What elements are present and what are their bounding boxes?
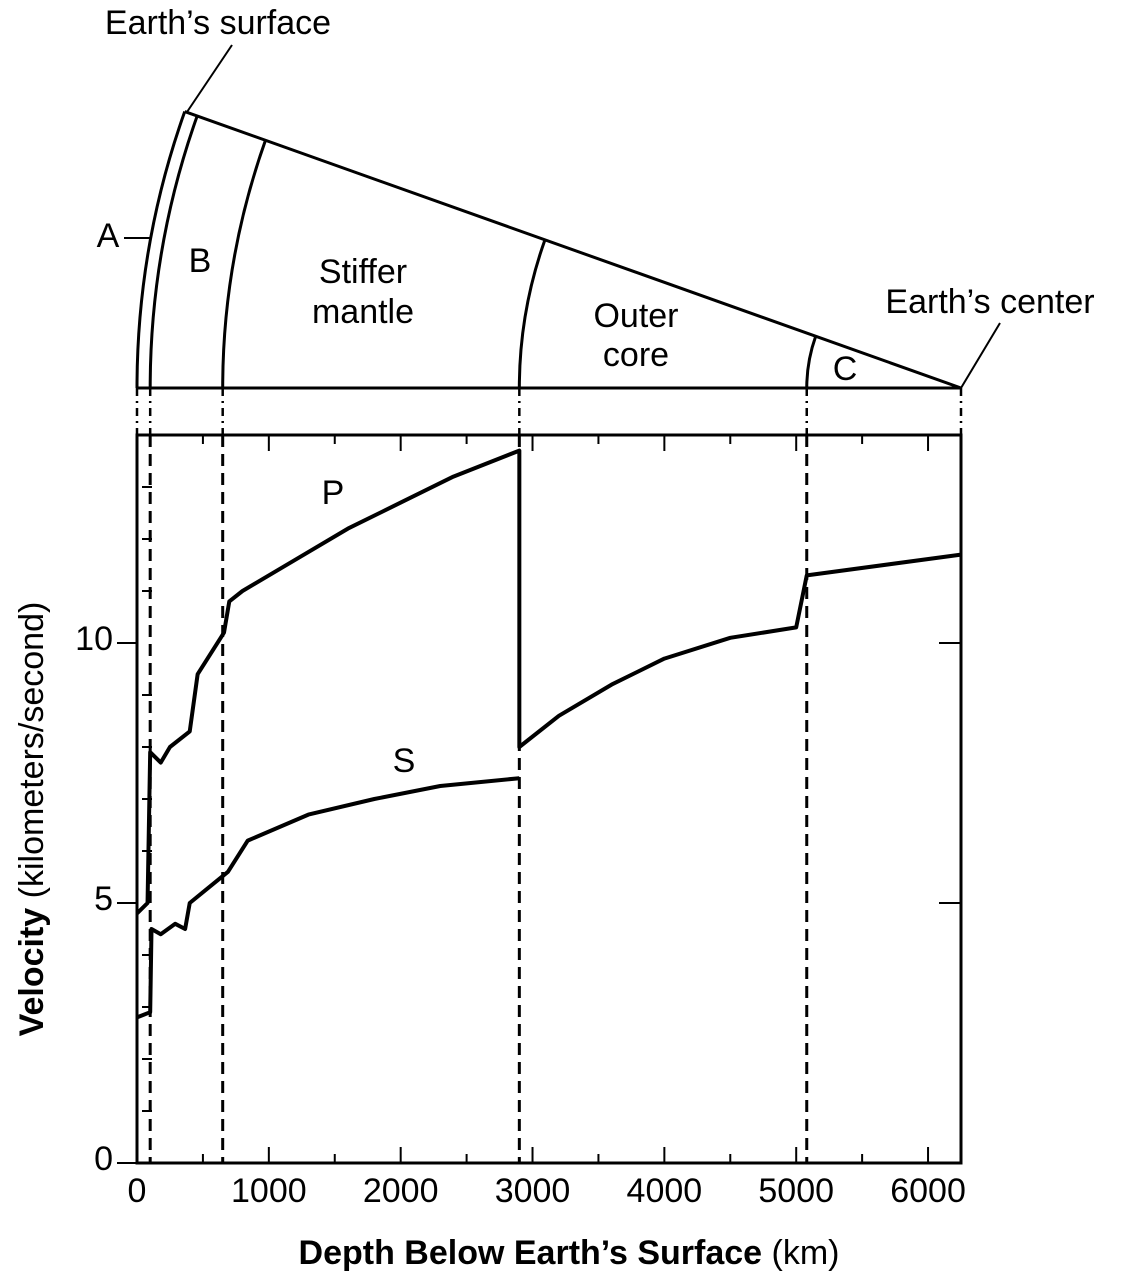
x-tick-label: 3000: [495, 1172, 571, 1210]
layer-label: A: [97, 217, 120, 255]
velocity-line: [137, 451, 961, 914]
y-tick-label: 10: [75, 620, 113, 658]
series-label: S: [393, 742, 416, 780]
wedge-edge: [185, 112, 961, 388]
layer-boundary-arc: [223, 140, 266, 388]
velocity-line: [137, 778, 519, 1017]
series-label: P: [322, 474, 345, 512]
x-tick-label: 6000: [890, 1172, 966, 1210]
layer-label: Stiffer: [319, 253, 407, 291]
x-axis-title-unit: (km): [772, 1234, 840, 1272]
x-tick-label: 4000: [627, 1172, 703, 1210]
x-tick-label: 0: [128, 1172, 147, 1210]
layer-boundary-arc: [807, 336, 816, 388]
x-tick-label: 2000: [363, 1172, 439, 1210]
leader-line: [961, 323, 1000, 388]
chart: Earth’s surface A B Stiffer mantle Outer…: [0, 0, 1123, 1283]
center-label: Earth’s center: [885, 283, 1094, 321]
y-tick-label: 5: [94, 880, 113, 918]
y-axis-title: Velocity (kilometers/second): [13, 602, 51, 1037]
x-tick-label: 1000: [231, 1172, 307, 1210]
x-axis-title-bold: Depth Below Earth’s Surface: [299, 1234, 763, 1272]
layer-label: Outer: [593, 297, 678, 335]
x-axis-title: Depth Below Earth’s Surface (km): [299, 1234, 840, 1272]
layer-label: C: [833, 350, 858, 388]
layer-label: core: [603, 336, 669, 374]
layer-boundary-arc: [519, 240, 545, 388]
y-tick-label: 0: [94, 1140, 113, 1178]
y-axis-title-unit: (kilometers/second): [13, 602, 51, 899]
plot-frame: [137, 435, 961, 1163]
surface-label: Earth’s surface: [105, 4, 331, 42]
y-axis-title-bold: Velocity: [13, 908, 51, 1037]
x-tick-label: 5000: [758, 1172, 834, 1210]
layer-label: B: [189, 242, 212, 280]
leader-line: [187, 45, 232, 112]
layer-label: mantle: [312, 293, 414, 331]
